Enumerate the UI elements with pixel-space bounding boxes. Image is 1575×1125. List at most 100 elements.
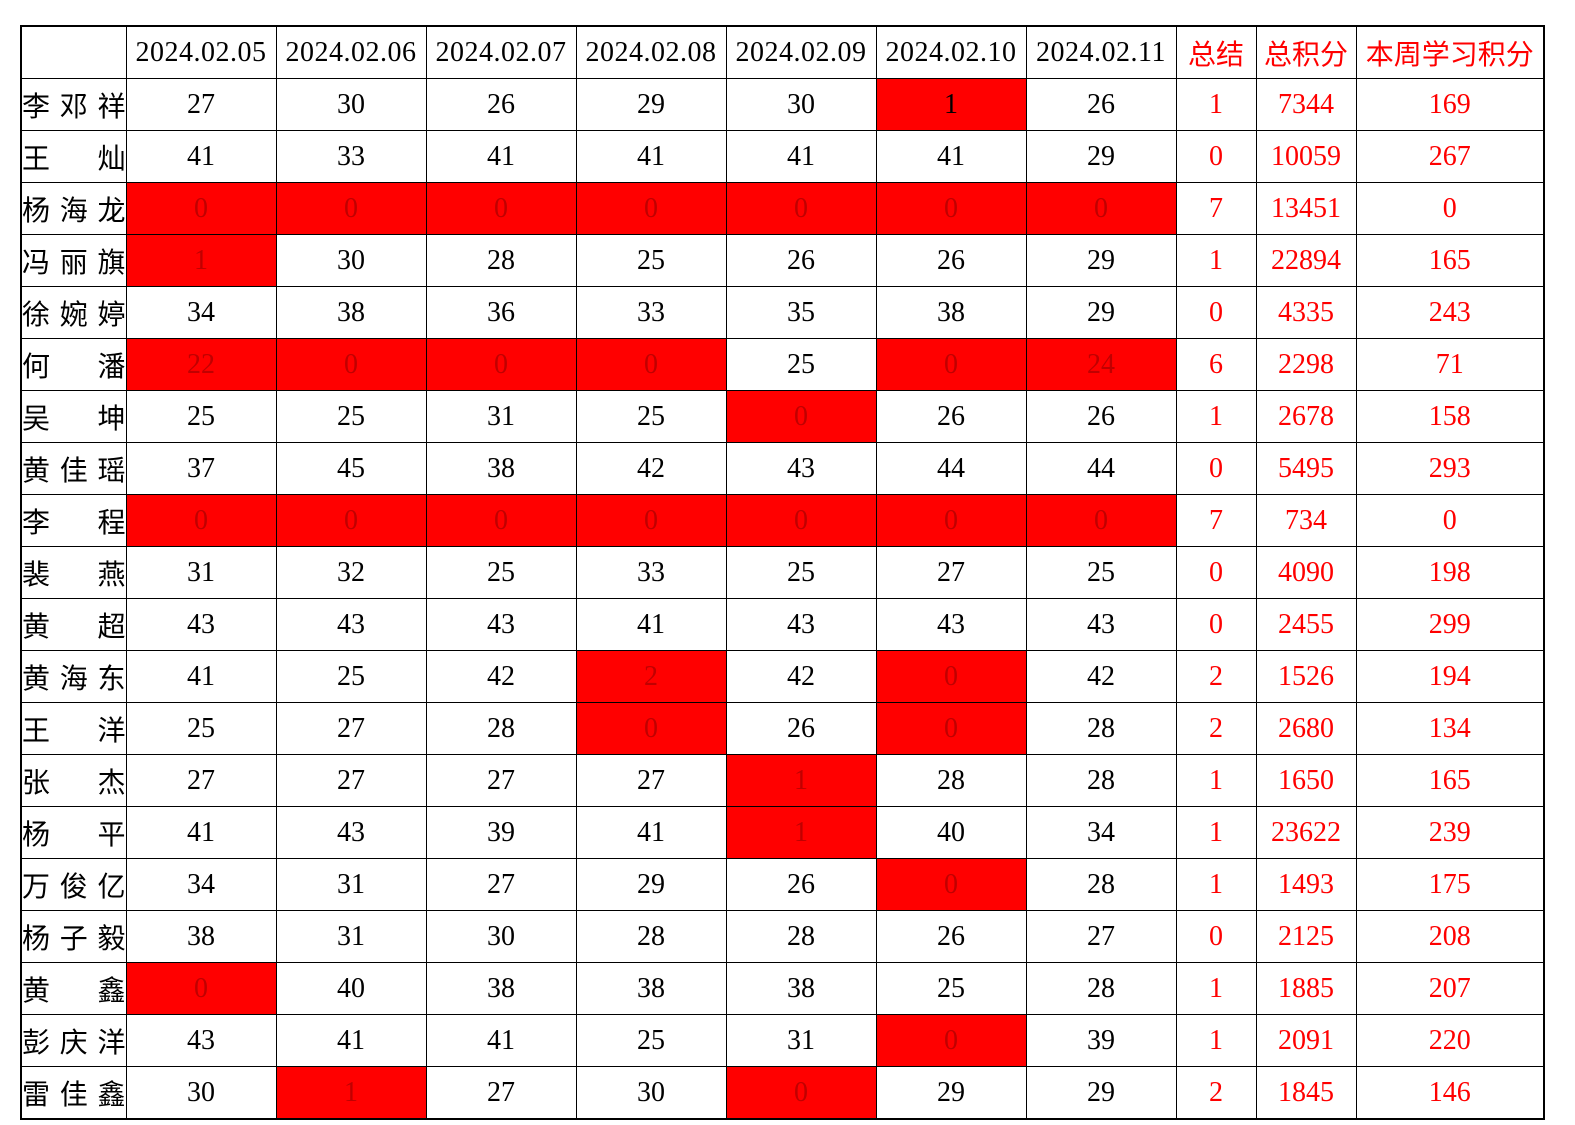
- student-name-cell[interactable]: 冯丽旗: [20, 234, 127, 287]
- week-points-cell[interactable]: 158: [1355, 390, 1545, 443]
- daily-score-cell-flagged[interactable]: 24: [1025, 338, 1177, 391]
- daily-score-cell-flagged[interactable]: 0: [425, 494, 577, 547]
- student-name-cell[interactable]: 杨平: [20, 806, 127, 859]
- daily-score-cell[interactable]: 39: [1025, 1014, 1177, 1067]
- daily-score-cell[interactable]: 30: [275, 234, 427, 287]
- daily-score-cell[interactable]: 31: [725, 1014, 877, 1067]
- daily-score-cell-flagged[interactable]: 0: [875, 702, 1027, 755]
- daily-score-cell[interactable]: 25: [725, 338, 877, 391]
- student-name-cell[interactable]: 何潘: [20, 338, 127, 391]
- student-name-cell[interactable]: 黄超: [20, 598, 127, 651]
- daily-score-cell[interactable]: 31: [275, 910, 427, 963]
- daily-score-cell[interactable]: 32: [275, 546, 427, 599]
- daily-score-cell[interactable]: 27: [125, 754, 277, 807]
- week-points-cell[interactable]: 165: [1355, 754, 1545, 807]
- daily-score-cell[interactable]: 29: [1025, 234, 1177, 287]
- daily-score-cell[interactable]: 27: [425, 858, 577, 911]
- daily-score-cell[interactable]: 33: [575, 286, 727, 339]
- total-points-cell[interactable]: 1845: [1255, 1066, 1357, 1120]
- daily-score-cell[interactable]: 36: [425, 286, 577, 339]
- total-points-cell[interactable]: 2125: [1255, 910, 1357, 963]
- summary-cell[interactable]: 0: [1175, 286, 1257, 339]
- total-points-cell[interactable]: 2455: [1255, 598, 1357, 651]
- daily-score-cell-flagged[interactable]: 0: [875, 858, 1027, 911]
- total-points-cell[interactable]: 2298: [1255, 338, 1357, 391]
- total-points-cell[interactable]: 1650: [1255, 754, 1357, 807]
- daily-score-cell-flagged[interactable]: 0: [875, 494, 1027, 547]
- daily-score-cell-flagged[interactable]: 0: [275, 338, 427, 391]
- week-points-cell[interactable]: 71: [1355, 338, 1545, 391]
- daily-score-cell[interactable]: 25: [575, 390, 727, 443]
- summary-cell[interactable]: 1: [1175, 806, 1257, 859]
- daily-score-cell[interactable]: 34: [125, 858, 277, 911]
- daily-score-cell[interactable]: 28: [1025, 962, 1177, 1015]
- daily-score-cell[interactable]: 28: [1025, 858, 1177, 911]
- daily-score-cell-flagged[interactable]: 1: [725, 754, 877, 807]
- summary-cell[interactable]: 1: [1175, 390, 1257, 443]
- daily-score-cell[interactable]: 28: [425, 234, 577, 287]
- daily-score-cell[interactable]: 43: [725, 598, 877, 651]
- daily-score-cell[interactable]: 26: [425, 78, 577, 131]
- daily-score-cell[interactable]: 31: [125, 546, 277, 599]
- daily-score-cell[interactable]: 42: [725, 650, 877, 703]
- summary-cell[interactable]: 7: [1175, 494, 1257, 547]
- daily-score-cell-flagged[interactable]: 0: [1025, 494, 1177, 547]
- daily-score-cell-flagged[interactable]: 0: [425, 338, 577, 391]
- daily-score-cell-flagged[interactable]: 0: [875, 1014, 1027, 1067]
- daily-score-cell-flagged[interactable]: 0: [725, 182, 877, 235]
- daily-score-cell[interactable]: 28: [725, 910, 877, 963]
- total-points-cell[interactable]: 13451: [1255, 182, 1357, 235]
- summary-cell[interactable]: 6: [1175, 338, 1257, 391]
- daily-score-cell[interactable]: 38: [425, 442, 577, 495]
- summary-cell[interactable]: 1: [1175, 754, 1257, 807]
- daily-score-cell[interactable]: 34: [1025, 806, 1177, 859]
- daily-score-cell-flagged[interactable]: 0: [275, 182, 427, 235]
- daily-score-cell[interactable]: 38: [875, 286, 1027, 339]
- daily-score-cell-flagged[interactable]: 1: [125, 234, 277, 287]
- daily-score-cell[interactable]: 25: [425, 546, 577, 599]
- daily-score-cell[interactable]: 28: [875, 754, 1027, 807]
- daily-score-cell[interactable]: 25: [275, 390, 427, 443]
- summary-cell[interactable]: 1: [1175, 234, 1257, 287]
- week-points-cell[interactable]: 169: [1355, 78, 1545, 131]
- week-points-cell[interactable]: 198: [1355, 546, 1545, 599]
- daily-score-cell[interactable]: 39: [425, 806, 577, 859]
- daily-score-cell[interactable]: 38: [275, 286, 427, 339]
- daily-score-cell[interactable]: 26: [1025, 78, 1177, 131]
- summary-cell[interactable]: 7: [1175, 182, 1257, 235]
- daily-score-cell[interactable]: 27: [875, 546, 1027, 599]
- daily-score-cell[interactable]: 25: [575, 1014, 727, 1067]
- daily-score-cell[interactable]: 41: [125, 650, 277, 703]
- daily-score-cell[interactable]: 27: [575, 754, 727, 807]
- daily-score-cell[interactable]: 30: [725, 78, 877, 131]
- daily-score-cell[interactable]: 43: [725, 442, 877, 495]
- daily-score-cell[interactable]: 30: [575, 1066, 727, 1120]
- daily-score-cell[interactable]: 25: [125, 390, 277, 443]
- week-points-cell[interactable]: 267: [1355, 130, 1545, 183]
- daily-score-cell[interactable]: 29: [1025, 130, 1177, 183]
- daily-score-cell[interactable]: 28: [1025, 754, 1177, 807]
- week-points-cell[interactable]: 239: [1355, 806, 1545, 859]
- daily-score-cell[interactable]: 25: [575, 234, 727, 287]
- summary-cell[interactable]: 0: [1175, 442, 1257, 495]
- daily-score-cell-flagged[interactable]: 0: [575, 494, 727, 547]
- student-name-cell[interactable]: 杨子毅: [20, 910, 127, 963]
- summary-cell[interactable]: 1: [1175, 78, 1257, 131]
- daily-score-cell-flagged[interactable]: 0: [125, 494, 277, 547]
- daily-score-cell-flagged[interactable]: 0: [725, 1066, 877, 1120]
- daily-score-cell-flagged[interactable]: 0: [725, 494, 877, 547]
- summary-cell[interactable]: 1: [1175, 858, 1257, 911]
- daily-score-cell[interactable]: 25: [275, 650, 427, 703]
- daily-score-cell-flagged[interactable]: 0: [575, 338, 727, 391]
- daily-score-cell[interactable]: 30: [125, 1066, 277, 1120]
- daily-score-cell[interactable]: 43: [275, 598, 427, 651]
- date-column-header[interactable]: 2024.02.11: [1025, 25, 1177, 79]
- daily-score-cell[interactable]: 38: [725, 962, 877, 1015]
- total-points-cell[interactable]: 2091: [1255, 1014, 1357, 1067]
- summary-cell[interactable]: 0: [1175, 910, 1257, 963]
- daily-score-cell-flagged[interactable]: 0: [725, 390, 877, 443]
- daily-score-cell[interactable]: 38: [125, 910, 277, 963]
- week-points-cell[interactable]: 293: [1355, 442, 1545, 495]
- daily-score-cell[interactable]: 29: [875, 1066, 1027, 1120]
- week-points-cell[interactable]: 194: [1355, 650, 1545, 703]
